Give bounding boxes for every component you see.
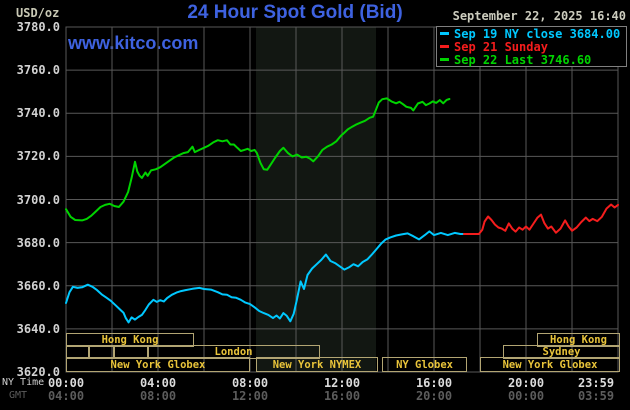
gmt-tick-label: 08:00	[139, 389, 177, 403]
plot-border	[65, 26, 619, 373]
series-line-1	[462, 203, 619, 235]
series-line-0	[65, 230, 465, 324]
session-label: New York Globex	[110, 358, 206, 371]
gmt-tick-label: 16:00	[323, 389, 361, 403]
session-label: NY Globex	[396, 358, 453, 371]
series-line-2	[65, 97, 451, 222]
session-box-new-york-nymex: New York NYMEX	[255, 357, 379, 372]
ny-time-tick-label: 00:00	[47, 376, 85, 390]
legend: Sep 19 NY close 3684.00 Sep 21 Sunday Sep …	[436, 26, 627, 67]
session-label: New York NYMEX	[272, 358, 362, 371]
legend-dash-icon	[440, 45, 449, 48]
legend-dash-icon	[440, 58, 449, 61]
session-box-ny-globex: NY Globex	[382, 357, 468, 372]
legend-label: Sep 21 Sunday	[454, 39, 548, 54]
session-label: New York Globex	[502, 358, 598, 371]
gmt-tick-label: 04:00	[47, 389, 85, 403]
legend-label: Sep 19 NY close 3684.00	[454, 26, 621, 41]
legend-item-sep19: Sep 19 NY close 3684.00	[440, 26, 623, 41]
gmt-axis-label: GMT	[9, 390, 28, 401]
gmt-tick-label: 03:59	[577, 389, 615, 403]
legend-label: Sep 22 Last 3746.60	[454, 52, 592, 67]
page-title: 24 Hour Spot Gold (Bid)	[187, 2, 403, 23]
gmt-tick-label: 20:00	[415, 389, 453, 403]
session-label: Hong Kong	[550, 334, 607, 346]
session-box-sydney: Sydney	[503, 345, 620, 359]
gmt-tick-label: 12:00	[231, 389, 269, 403]
y-axis-tick-label: 3640.0	[16, 321, 60, 336]
legend-dash-icon	[440, 32, 449, 35]
kitco-link[interactable]: www.kitco.com	[68, 33, 199, 53]
ny-time-tick-label: 08:00	[231, 376, 269, 390]
session-label: Hong Kong	[101, 334, 159, 346]
y-axis-tick-label: 3660.0	[16, 278, 60, 293]
legend-item-sep22: Sep 22 Last 3746.60	[440, 52, 623, 67]
y-axis-tick-label: 3680.0	[16, 235, 60, 250]
y-axis-tick-label: 3780.0	[16, 20, 60, 34]
unit-label: USD/oz	[16, 6, 60, 20]
session-label: London	[214, 346, 253, 358]
ny-time-tick-label: 23:59	[577, 376, 615, 390]
y-axis-tick-label: 3760.0	[16, 63, 60, 78]
ny-time-tick-label: 04:00	[139, 376, 177, 390]
y-axis-tick-label: 3720.0	[16, 149, 60, 164]
session-box	[66, 345, 91, 359]
session-box-hong-kong: Hong Kong	[66, 333, 195, 347]
session-box	[88, 345, 115, 359]
y-axis-tick-label: 3740.0	[16, 106, 60, 121]
session-label: Sydney	[542, 346, 581, 358]
session-box-london: London	[146, 345, 321, 359]
session-box-new-york-globex: New York Globex	[480, 357, 620, 372]
legend-item-sep21: Sep 21 Sunday	[440, 39, 623, 54]
ny-time-tick-label: 20:00	[507, 376, 545, 390]
chart-datetime: September 22, 2025 16:40	[452, 9, 626, 23]
session-box	[112, 345, 149, 359]
y-axis-tick-label: 3620.0	[16, 365, 60, 379]
ny-time-tick-label: 12:00	[323, 376, 361, 390]
session-box-new-york-globex: New York Globex	[66, 357, 250, 372]
session-box-hong-kong: Hong Kong	[537, 333, 620, 347]
y-axis-tick-label: 3700.0	[16, 192, 60, 207]
ny-time-axis-label: NY Time	[2, 377, 45, 388]
ny-time-tick-label: 16:00	[415, 376, 453, 390]
gmt-tick-label: 00:00	[507, 389, 545, 403]
